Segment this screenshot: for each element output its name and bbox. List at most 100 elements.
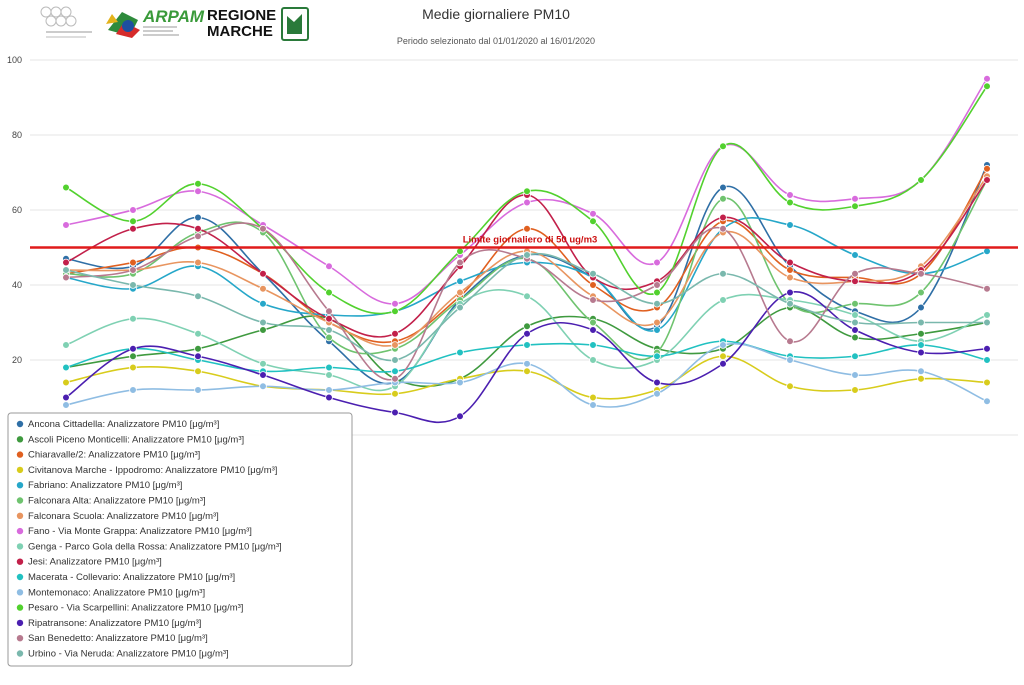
data-point[interactable] <box>259 224 267 233</box>
data-point[interactable] <box>523 359 531 368</box>
data-point[interactable] <box>194 386 202 394</box>
data-point[interactable] <box>653 258 661 267</box>
data-point[interactable] <box>129 314 137 323</box>
data-point[interactable] <box>194 224 202 233</box>
legend-item[interactable]: Fano - Via Monte Grappa: Analizzatore PM… <box>16 526 252 537</box>
data-point[interactable] <box>129 206 137 214</box>
data-point[interactable] <box>259 299 267 308</box>
legend-item[interactable]: Pesaro - Via Scarpellini: Analizzatore P… <box>16 603 244 614</box>
data-point[interactable] <box>851 352 859 361</box>
data-point[interactable] <box>719 194 727 203</box>
data-point[interactable] <box>129 224 137 233</box>
data-point[interactable] <box>917 341 925 349</box>
legend-item[interactable]: Macerata - Collevario: Analizzatore PM10… <box>16 572 235 583</box>
data-point[interactable] <box>851 371 859 379</box>
data-point[interactable] <box>589 209 597 218</box>
data-point[interactable] <box>62 401 70 409</box>
data-point[interactable] <box>851 318 859 327</box>
data-point[interactable] <box>653 352 661 361</box>
data-point[interactable] <box>129 352 137 361</box>
data-point[interactable] <box>589 356 597 364</box>
data-point[interactable] <box>62 378 70 387</box>
data-point[interactable] <box>589 393 597 402</box>
data-point[interactable] <box>325 288 333 297</box>
data-point[interactable] <box>259 318 267 327</box>
data-point[interactable] <box>194 232 202 241</box>
data-point[interactable] <box>983 247 991 256</box>
data-point[interactable] <box>523 251 531 259</box>
data-point[interactable] <box>917 176 925 184</box>
data-point[interactable] <box>653 318 661 327</box>
data-point[interactable] <box>589 269 597 278</box>
data-point[interactable] <box>917 367 925 376</box>
data-point[interactable] <box>194 352 202 361</box>
data-point[interactable] <box>786 273 794 282</box>
data-point[interactable] <box>523 292 531 301</box>
data-point[interactable] <box>917 329 925 338</box>
data-point[interactable] <box>719 359 727 368</box>
data-point[interactable] <box>523 187 531 196</box>
data-point[interactable] <box>589 401 597 409</box>
data-point[interactable] <box>851 277 859 286</box>
data-point[interactable] <box>391 307 399 316</box>
data-point[interactable] <box>653 326 661 334</box>
data-point[interactable] <box>129 266 137 274</box>
data-point[interactable] <box>917 374 925 383</box>
data-point[interactable] <box>786 356 794 364</box>
data-point[interactable] <box>325 363 333 372</box>
data-point[interactable] <box>983 311 991 319</box>
data-point[interactable] <box>786 266 794 274</box>
data-point[interactable] <box>325 307 333 316</box>
data-point[interactable] <box>129 344 137 353</box>
data-point[interactable] <box>391 329 399 338</box>
data-point[interactable] <box>983 82 991 91</box>
data-point[interactable] <box>259 371 267 379</box>
data-point[interactable] <box>456 258 464 267</box>
data-point[interactable] <box>391 408 399 417</box>
data-point[interactable] <box>456 303 464 312</box>
data-point[interactable] <box>194 213 202 222</box>
legend-item[interactable]: Fabriano: Analizzatore PM10 [μg/m³] <box>16 480 183 491</box>
data-point[interactable] <box>786 288 794 297</box>
data-point[interactable] <box>786 258 794 267</box>
data-point[interactable] <box>983 378 991 387</box>
data-point[interactable] <box>325 262 333 271</box>
data-point[interactable] <box>391 374 399 383</box>
data-point[interactable] <box>391 341 399 349</box>
data-point[interactable] <box>129 217 137 226</box>
data-point[interactable] <box>917 269 925 278</box>
data-point[interactable] <box>983 74 991 83</box>
data-point[interactable] <box>325 393 333 402</box>
data-point[interactable] <box>194 329 202 338</box>
data-point[interactable] <box>194 367 202 376</box>
data-point[interactable] <box>391 356 399 364</box>
data-point[interactable] <box>786 299 794 308</box>
data-point[interactable] <box>851 326 859 334</box>
data-point[interactable] <box>129 258 137 267</box>
legend-item[interactable]: Falconara Scuola: Analizzatore PM10 [μg/… <box>16 511 219 522</box>
data-point[interactable] <box>589 217 597 226</box>
data-point[interactable] <box>653 378 661 387</box>
data-point[interactable] <box>589 326 597 334</box>
data-point[interactable] <box>456 378 464 387</box>
legend-item[interactable]: Chiaravalle/2: Analizzatore PM10 [μg/m³] <box>16 450 201 461</box>
data-point[interactable] <box>983 397 991 406</box>
data-point[interactable] <box>851 386 859 394</box>
data-point[interactable] <box>653 288 661 297</box>
data-point[interactable] <box>325 386 333 394</box>
data-point[interactable] <box>129 281 137 289</box>
data-point[interactable] <box>259 326 267 334</box>
data-point[interactable] <box>325 326 333 334</box>
data-point[interactable] <box>719 183 727 192</box>
data-point[interactable] <box>62 221 70 229</box>
data-point[interactable] <box>259 284 267 293</box>
data-point[interactable] <box>589 341 597 349</box>
legend-item[interactable]: Jesi: Analizzatore PM10 [μg/m³] <box>16 557 162 568</box>
data-point[interactable] <box>983 344 991 353</box>
data-point[interactable] <box>194 344 202 353</box>
data-point[interactable] <box>719 269 727 278</box>
data-point[interactable] <box>62 363 70 372</box>
data-point[interactable] <box>523 341 531 349</box>
data-point[interactable] <box>589 281 597 289</box>
data-point[interactable] <box>851 251 859 259</box>
